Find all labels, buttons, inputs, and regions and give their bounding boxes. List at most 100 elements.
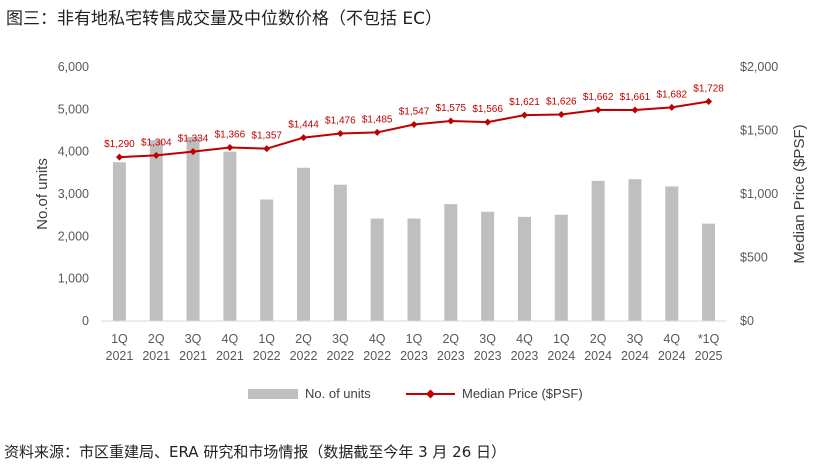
x-tick-year: 2023: [437, 349, 465, 363]
legend-swatch-price-marker: [426, 389, 435, 399]
legend-swatch-units: [248, 389, 298, 399]
price-marker: [557, 110, 565, 118]
left-tick-label: 3,000: [58, 187, 89, 201]
price-data-label: $1,366: [215, 130, 246, 141]
x-tick-quarter: 2Q: [148, 332, 165, 346]
price-data-label: $1,357: [251, 131, 282, 142]
price-marker: [373, 128, 381, 136]
data-labels: $1,290 $1,304 $1,334 $1,366 $1,357 $1,444 $1,4…: [104, 84, 724, 151]
price-data-label: $1,334: [178, 134, 209, 145]
x-tick-quarter: 2Q: [590, 332, 607, 346]
bar: [186, 136, 200, 321]
bar: [591, 180, 605, 321]
legend-label-units: No. of units: [305, 386, 371, 401]
price-marker: [189, 148, 197, 156]
price-data-label: $1,304: [141, 137, 172, 148]
bar: [444, 204, 458, 321]
left-tick-label: 4,000: [58, 145, 89, 159]
x-tick-year: 2022: [253, 349, 281, 363]
bar: [297, 167, 311, 321]
source-note: 资料来源：市区重建局、ERA 研究和市场情报（数据截至今年 3 月 26 日）: [4, 443, 507, 461]
x-tick-year: 2022: [363, 349, 391, 363]
right-tick-label: $0: [740, 314, 754, 328]
price-marker: [668, 103, 676, 111]
price-marker: [594, 106, 602, 114]
bar: [554, 214, 568, 321]
bar: [260, 199, 274, 321]
price-marker: [115, 153, 123, 161]
price-marker: [152, 151, 160, 159]
bar: [223, 151, 237, 321]
x-tick-year: 2021: [142, 349, 170, 363]
left-axis-ticks: 0 1,000 2,000 3,000 4,000 5,000 6,000: [58, 60, 89, 328]
right-axis-title: Median Price ($PSF): [791, 124, 808, 263]
left-tick-label: 5,000: [58, 102, 89, 116]
bar: [112, 162, 126, 321]
price-marker: [300, 134, 308, 142]
x-tick-year: 2022: [290, 349, 318, 363]
legend: No. of units Median Price ($PSF): [248, 386, 583, 401]
x-tick-year: 2024: [658, 349, 686, 363]
x-tick-year: 2025: [695, 349, 723, 363]
price-data-label: $1,476: [325, 116, 356, 127]
x-tick-year: 2023: [474, 349, 502, 363]
x-tick-quarter: 4Q: [663, 332, 680, 346]
price-data-label: $1,290: [104, 139, 135, 150]
price-marker: [705, 98, 713, 106]
x-tick-year: 2024: [547, 349, 575, 363]
price-data-label: $1,662: [583, 92, 614, 103]
x-tick-quarter: 1Q: [553, 332, 570, 346]
price-marker: [263, 145, 271, 153]
x-tick-year: 2024: [584, 349, 612, 363]
bar: [333, 184, 347, 321]
left-tick-label: 0: [82, 314, 89, 328]
x-tick-quarter: 1Q: [406, 332, 423, 346]
x-tick-quarter: 3Q: [627, 332, 644, 346]
price-data-label: $1,626: [546, 96, 577, 107]
chart-title: 图三：非有地私宅转售成交量及中位数价格（不包括 EC）: [6, 9, 443, 29]
x-tick-quarter: 1Q: [258, 332, 275, 346]
x-tick-year: 2023: [400, 349, 428, 363]
price-marker: [520, 111, 528, 119]
bar: [481, 211, 495, 321]
right-tick-label: $2,000: [740, 60, 778, 74]
bar: [628, 179, 642, 321]
x-tick-quarter: 3Q: [479, 332, 496, 346]
bar-series: [112, 136, 716, 321]
price-data-label: $1,621: [509, 97, 540, 108]
x-tick-quarter: *1Q: [698, 332, 720, 346]
x-tick-quarter: 1Q: [111, 332, 128, 346]
right-tick-label: $500: [740, 251, 768, 265]
left-tick-label: 6,000: [58, 60, 89, 74]
line-series: [115, 98, 713, 161]
x-tick-quarter: 4Q: [222, 332, 239, 346]
left-axis-title: No.of units: [34, 158, 51, 230]
bar: [517, 216, 531, 321]
legend-label-price: Median Price ($PSF): [462, 386, 583, 401]
right-tick-label: $1,500: [740, 124, 778, 138]
price-marker: [631, 106, 639, 114]
bar: [370, 218, 384, 321]
price-marker: [447, 117, 455, 125]
x-axis-labels: 1Q 2021 2Q 2021 3Q 2021 4Q 2021 1Q 2022 2Q 2022 3Q 20…: [106, 332, 723, 363]
x-tick-year: 2021: [106, 349, 134, 363]
price-marker: [226, 144, 234, 152]
x-tick-year: 2021: [216, 349, 244, 363]
x-tick-year: 2023: [511, 349, 539, 363]
price-marker: [336, 130, 344, 138]
price-data-label: $1,547: [399, 107, 430, 118]
x-tick-year: 2022: [326, 349, 354, 363]
price-data-label: $1,485: [362, 114, 393, 125]
x-tick-quarter: 3Q: [185, 332, 202, 346]
bar: [665, 186, 679, 321]
price-data-label: $1,661: [620, 92, 651, 103]
price-data-label: $1,575: [436, 103, 467, 114]
price-data-label: $1,728: [693, 84, 724, 95]
x-tick-year: 2021: [179, 349, 207, 363]
price-data-label: $1,444: [288, 120, 319, 131]
x-tick-quarter: 4Q: [369, 332, 386, 346]
x-tick-year: 2024: [621, 349, 649, 363]
left-tick-label: 2,000: [58, 229, 89, 243]
price-marker: [484, 118, 492, 126]
